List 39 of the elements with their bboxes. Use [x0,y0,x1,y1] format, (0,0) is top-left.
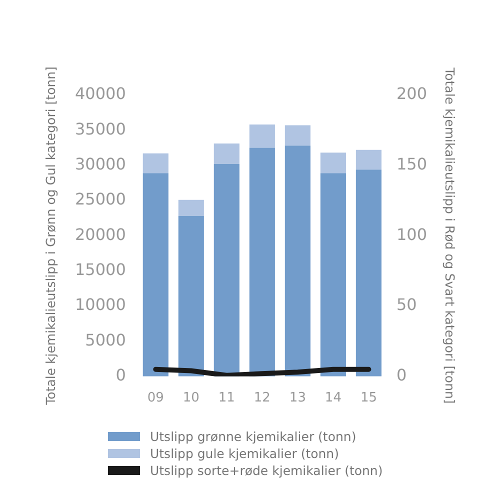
y-tick-label: 20000 [74,224,126,244]
x-tick-label: 10 [182,390,200,406]
bar [142,153,168,174]
y2-tick-label: 200 [396,84,428,104]
bar [214,144,240,164]
y2-axis-title: Totale kjemikalieutslipp i Rød og Svart kategori [tonn] [442,66,458,404]
y2-tick-label: 150 [396,154,428,174]
x-tick-label: 13 [289,390,306,406]
y-tick-label: 35000 [74,119,126,138]
y2-tick-label: 0 [396,366,407,385]
bar [284,125,310,146]
y-axis-title: Totale kjemikalieutslipp i Grønn og Gul kategori [tonn] [42,66,58,406]
y-tick-label: 40000 [74,84,126,104]
bar [356,150,382,170]
x-tick-label: 14 [324,390,342,406]
x-tick-label: 15 [360,390,377,406]
bar [320,173,346,376]
y-tick-label: 5000 [85,330,126,350]
bar [178,200,204,216]
legend-label: Utslipp grønne kjemikalier (tonn) [150,429,356,444]
y-tick-label: 15000 [74,260,126,280]
bar [249,124,275,148]
bar [320,152,346,174]
legend-label: Utslipp sorte+røde kjemikalier (tonn) [150,463,383,478]
y-tick-label: 10000 [74,295,126,314]
bar [284,146,310,376]
bar [178,216,204,376]
x-tick-label: 12 [254,390,270,406]
bar [142,173,168,376]
y-tick-label: 0 [116,366,126,385]
y2-tick-label: 100 [396,224,428,244]
bar [356,170,382,376]
legend-label: Utslipp gule kjemikalier (tonn) [150,446,339,461]
bar [249,148,275,376]
y-tick-label: 30000 [74,154,126,174]
y2-tick-label: 50 [396,295,417,314]
x-tick-label: 09 [147,390,164,406]
x-tick-label: 11 [218,390,235,406]
y-tick-label: 25000 [74,190,126,209]
